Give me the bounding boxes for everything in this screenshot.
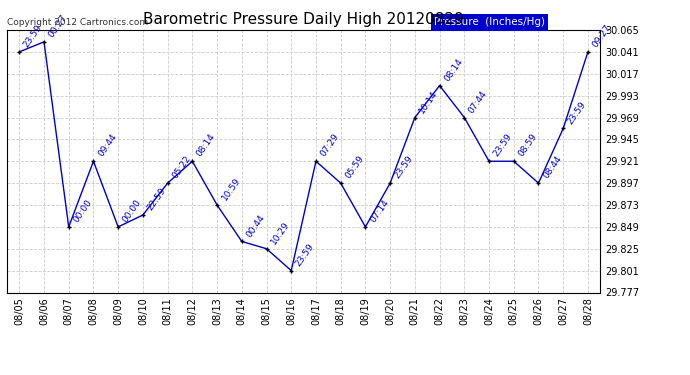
Text: Copyright 2012 Cartronics.com: Copyright 2012 Cartronics.com xyxy=(7,18,148,27)
Text: 00:44: 00:44 xyxy=(244,213,266,238)
Text: 10:14: 10:14 xyxy=(417,88,440,115)
Text: 00:27: 00:27 xyxy=(47,13,69,39)
Text: 09:27: 09:27 xyxy=(591,23,613,49)
Point xyxy=(335,180,346,186)
Point xyxy=(360,224,371,230)
Point xyxy=(509,158,520,164)
Point xyxy=(261,246,272,252)
Point xyxy=(187,158,198,164)
Point xyxy=(14,49,25,55)
Text: 23:59: 23:59 xyxy=(294,242,316,268)
Point xyxy=(112,224,124,230)
Title: Barometric Pressure Daily High 20120829: Barometric Pressure Daily High 20120829 xyxy=(144,12,464,27)
Text: 08:14: 08:14 xyxy=(195,132,217,159)
Point xyxy=(533,180,544,186)
Text: 08:14: 08:14 xyxy=(442,57,464,83)
Point xyxy=(459,114,470,120)
Point xyxy=(286,268,297,274)
Point xyxy=(484,158,495,164)
Text: Pressure  (Inches/Hg): Pressure (Inches/Hg) xyxy=(434,17,545,27)
Text: 23:59: 23:59 xyxy=(393,154,415,180)
Point xyxy=(582,49,593,55)
Point xyxy=(384,180,395,186)
Text: 10:29: 10:29 xyxy=(269,220,291,246)
Text: 09:44: 09:44 xyxy=(96,132,118,159)
Point xyxy=(39,39,50,45)
Text: 05:22: 05:22 xyxy=(170,154,193,180)
Text: 05:59: 05:59 xyxy=(344,154,366,180)
Text: 23:59: 23:59 xyxy=(492,132,514,159)
Text: 10:59: 10:59 xyxy=(220,176,242,202)
Text: 07:14: 07:14 xyxy=(368,198,391,224)
Text: 00:00: 00:00 xyxy=(121,198,143,224)
Text: 07:44: 07:44 xyxy=(467,88,489,115)
Text: 23:59: 23:59 xyxy=(566,99,588,126)
Text: 08:44: 08:44 xyxy=(541,154,563,180)
Point xyxy=(434,82,445,88)
Point xyxy=(88,158,99,164)
Point xyxy=(558,125,569,132)
Text: 22:59: 22:59 xyxy=(146,186,168,212)
Text: 07:29: 07:29 xyxy=(319,132,341,159)
Point xyxy=(212,202,223,208)
Point xyxy=(236,238,247,244)
Point xyxy=(162,180,173,186)
Point xyxy=(63,224,75,230)
Text: 08:59: 08:59 xyxy=(517,132,539,159)
Point xyxy=(409,114,420,120)
Point xyxy=(137,212,148,218)
Text: 23:59: 23:59 xyxy=(22,23,44,49)
Point xyxy=(310,158,322,164)
Text: 00:00: 00:00 xyxy=(72,198,94,224)
